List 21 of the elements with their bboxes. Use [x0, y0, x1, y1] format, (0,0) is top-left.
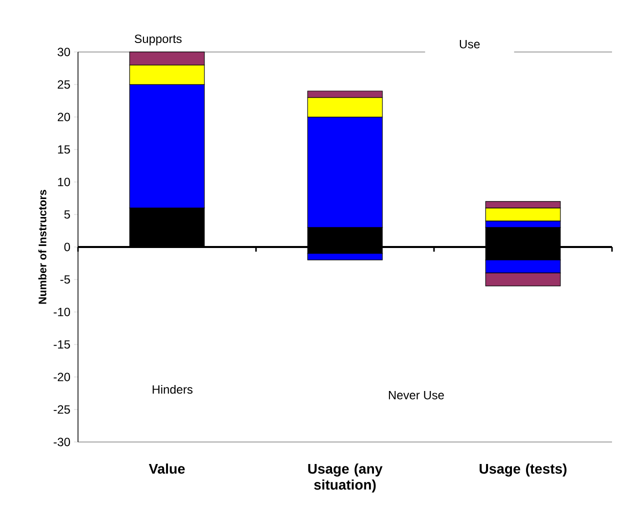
annotation: Never Use	[388, 391, 444, 400]
text: Supports	[134, 34, 182, 46]
x-tick-label: Value	[148, 464, 185, 474]
y-tick-label: -30	[54, 438, 70, 446]
text: Use	[460, 40, 480, 48]
y-tick-label: -25	[54, 405, 70, 414]
x-tick-label: Usage (any situation)	[308, 464, 383, 492]
annotation: Hinders	[152, 384, 193, 394]
y-tick-label: 0	[64, 242, 70, 252]
y-tick-label: 5	[64, 210, 70, 219]
y-tick-label: 20	[58, 112, 70, 122]
y-tick-label: 25	[58, 80, 70, 89]
y-tick-label: -10	[54, 308, 70, 316]
y-tick-label: 10	[58, 178, 70, 186]
y-tick-label: -5	[60, 275, 70, 284]
y-axis-title: Number of Instructors	[38, 190, 46, 304]
y-tick-label: 30	[58, 48, 70, 56]
y-tick-label: -20	[54, 372, 70, 382]
y-tick-label: 15	[58, 145, 70, 154]
y-tick-label: -15	[54, 340, 70, 349]
x-tick-label: Usage (tests)	[480, 464, 566, 477]
